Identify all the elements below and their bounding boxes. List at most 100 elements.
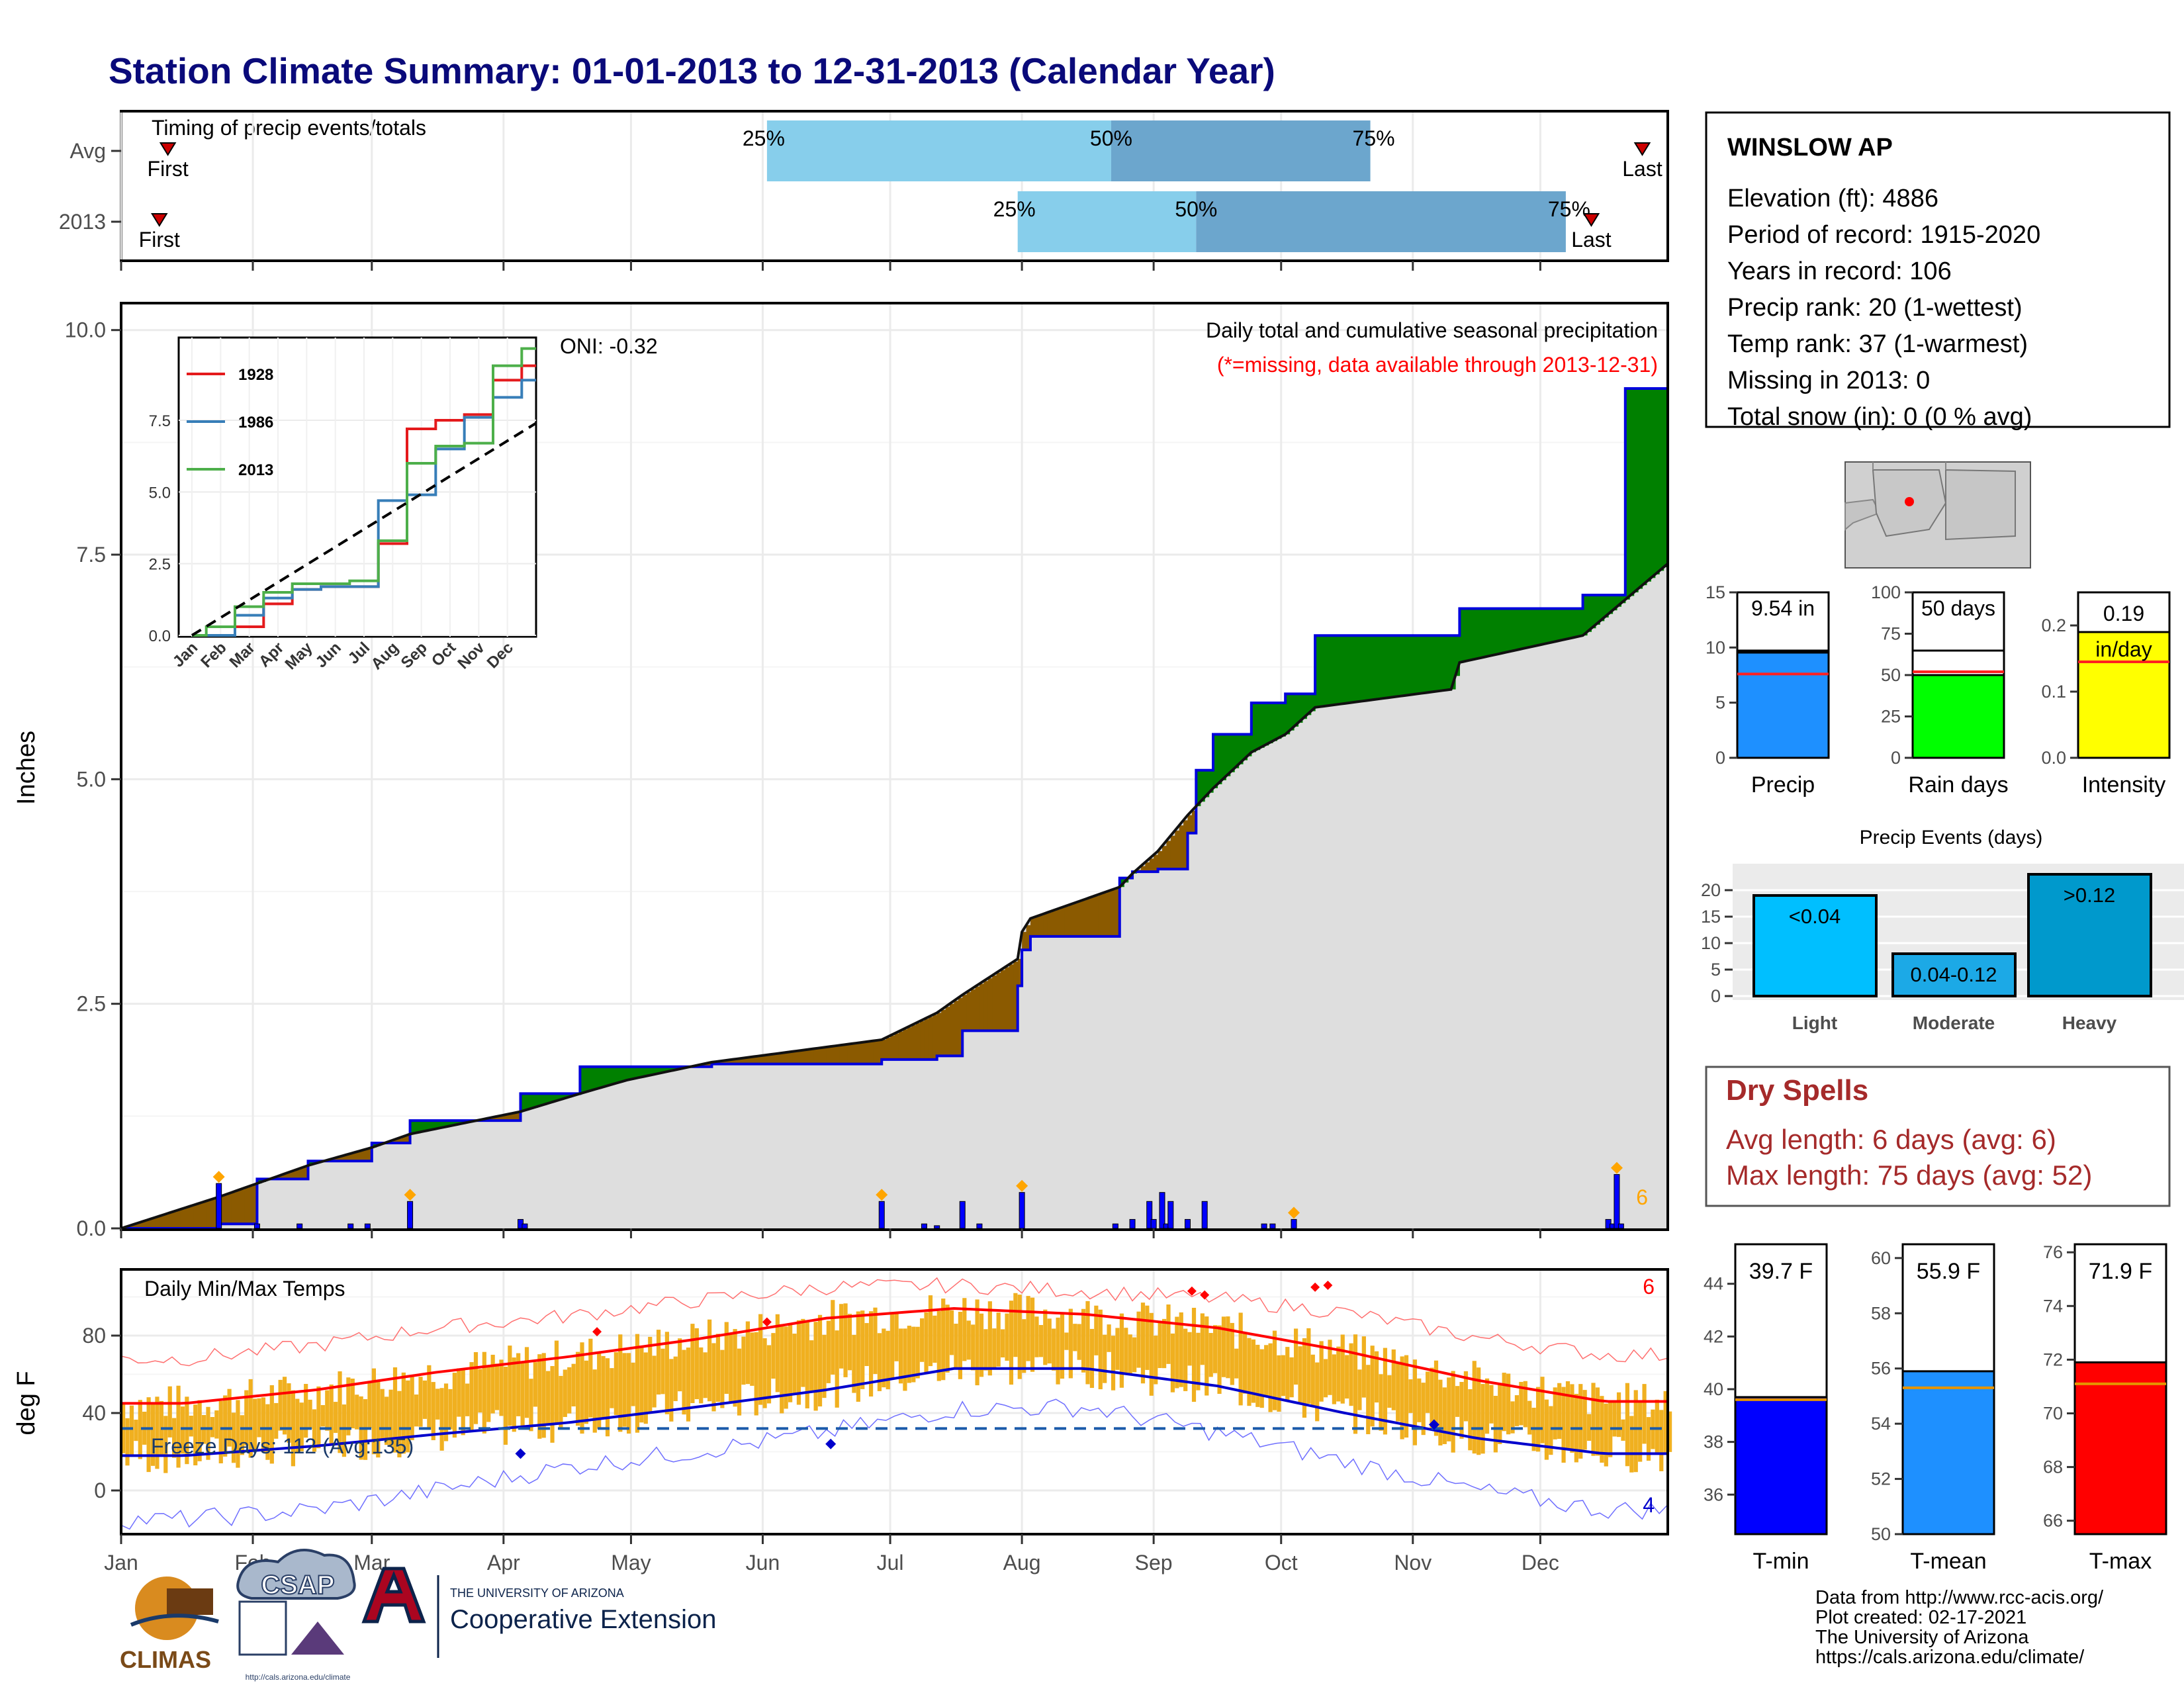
- daily-temp-bar: [1336, 1347, 1340, 1402]
- mini-y-tick-label: 0.0: [2041, 748, 2066, 768]
- daily-temp-bar: [1009, 1301, 1013, 1385]
- below-average-band: [916, 1023, 921, 1060]
- temp-value-bar: [1903, 1371, 1994, 1534]
- mini-y-tick-label: 0: [1891, 748, 1901, 768]
- above-average-band: [1387, 635, 1392, 698]
- below-average-band: [1039, 915, 1044, 937]
- footer-credit-line: Plot created: 02-17-2021: [1815, 1607, 2026, 1628]
- below-average-band: [168, 1213, 173, 1228]
- inset-legend-label: 1928: [238, 366, 273, 384]
- temp-y-tick-label: 0: [94, 1479, 106, 1502]
- daily-precip-bar: [1130, 1219, 1135, 1228]
- daily-temp-bar: [1022, 1319, 1026, 1373]
- daily-temp-bar: [1578, 1384, 1582, 1459]
- page-title: Station Climate Summary: 01-01-2013 to 1…: [109, 50, 1275, 91]
- below-average-band: [363, 1150, 368, 1161]
- daily-temp-bar: [1553, 1387, 1557, 1440]
- daily-temp-bar: [283, 1377, 287, 1434]
- below-average-band: [983, 981, 988, 1030]
- month-tick-label: Jan: [104, 1551, 138, 1575]
- above-average-band: [614, 1067, 619, 1084]
- temp-bar-y-tick-label: 60: [1871, 1248, 1891, 1268]
- daily-temp-bar: [1332, 1354, 1336, 1404]
- above-average-band: [1328, 635, 1332, 706]
- above-average-band: [1349, 635, 1353, 703]
- precip-corner-count: 6: [1636, 1185, 1648, 1209]
- daily-temp-bar: [334, 1402, 338, 1433]
- daily-temp-bar: [631, 1363, 635, 1406]
- below-average-band: [181, 1209, 185, 1228]
- below-average-band: [1099, 895, 1103, 937]
- daily-temp-bar: [1120, 1314, 1124, 1388]
- timing-bar-25-50: [1018, 191, 1197, 252]
- daily-temp-bar: [1353, 1334, 1357, 1434]
- daily-temp-bar: [1298, 1346, 1302, 1403]
- above-average-band: [1426, 635, 1430, 693]
- daily-temp-bar: [1128, 1334, 1132, 1374]
- dry-spells-title: Dry Spells: [1726, 1074, 1868, 1107]
- daily-temp-bar: [1494, 1396, 1498, 1453]
- above-average-band: [1277, 703, 1281, 739]
- mini-value-label: 9.54 in: [1751, 596, 1815, 620]
- above-average-band: [1320, 635, 1324, 707]
- temp-bar-y-tick-label: 56: [1871, 1359, 1891, 1379]
- above-average-band: [1430, 635, 1434, 692]
- daily-temp-bar: [1515, 1395, 1519, 1426]
- below-average-band: [1034, 917, 1039, 936]
- daily-temp-bar: [1255, 1345, 1259, 1407]
- timing-label-25: 25%: [993, 197, 1036, 221]
- above-average-band: [1447, 635, 1451, 690]
- daily-temp-bar: [274, 1403, 278, 1439]
- daily-temp-bar: [495, 1363, 499, 1410]
- below-average-band: [189, 1207, 194, 1228]
- above-average-band: [1222, 734, 1226, 780]
- daily-temp-bar: [453, 1373, 457, 1438]
- temp-bar-y-tick-label: 42: [1704, 1326, 1723, 1346]
- daily-temp-bar: [1642, 1384, 1646, 1443]
- mini-bar-label: Intensity: [2082, 772, 2166, 798]
- events-y-tick-label: 10: [1701, 933, 1721, 953]
- below-average-band: [946, 1007, 950, 1056]
- below-average-band: [924, 1019, 929, 1060]
- daily-temp-bar: [1659, 1410, 1663, 1471]
- daily-temp-bar: [308, 1400, 312, 1429]
- above-average-band: [1366, 635, 1371, 700]
- timing-label-75: 75%: [1353, 126, 1395, 150]
- daily-temp-bar: [1124, 1328, 1128, 1375]
- daily-precip-bar: [1160, 1193, 1165, 1228]
- daily-temp-bar: [1247, 1338, 1251, 1406]
- climas-wordmark: CLIMAS: [120, 1646, 211, 1673]
- daily-precip-bar: [1202, 1201, 1207, 1228]
- daily-temp-bar: [750, 1332, 754, 1386]
- daily-temp-bar: [716, 1334, 720, 1402]
- daily-temp-bar: [733, 1329, 737, 1406]
- below-average-band: [1069, 905, 1073, 937]
- temp-bar-y-tick-label: 74: [2043, 1296, 2063, 1316]
- daily-temp-bar: [711, 1343, 715, 1411]
- daily-temp-bar: [653, 1355, 657, 1407]
- temp-bar-y-tick-label: 54: [1871, 1414, 1891, 1434]
- daily-temp-bar: [474, 1352, 478, 1424]
- daily-temp-bar: [1315, 1363, 1319, 1422]
- daily-temp-bar: [321, 1405, 325, 1426]
- timing-title: Timing of precip events/totals: [152, 116, 426, 140]
- below-average-band: [1048, 913, 1052, 937]
- above-average-band: [1217, 734, 1222, 784]
- daily-temp-bar: [1099, 1310, 1103, 1389]
- footer-credits: Data from http://www.rcc-acis.org/Plot c…: [1815, 1587, 2104, 1668]
- daily-temp-bar: [1192, 1308, 1196, 1402]
- daily-temp-bar: [1345, 1355, 1349, 1398]
- inset-legend-label: 2013: [238, 461, 273, 479]
- station-info-line: Temp rank: 37 (1-warmest): [1727, 330, 2028, 358]
- below-average-band: [848, 1044, 852, 1064]
- daily-temp-bar: [614, 1352, 618, 1415]
- precip-y-tick-label: 7.5: [77, 543, 106, 567]
- events-category-label: Light: [1792, 1013, 1837, 1033]
- below-average-band: [236, 1191, 240, 1224]
- daily-temp-bar: [555, 1341, 559, 1424]
- csap-url: http://cals.arizona.edu/climate: [246, 1672, 351, 1682]
- daily-temp-bar: [482, 1352, 486, 1434]
- daily-temp-bar: [1443, 1387, 1447, 1444]
- mini-y-tick-label: 100: [1871, 582, 1901, 602]
